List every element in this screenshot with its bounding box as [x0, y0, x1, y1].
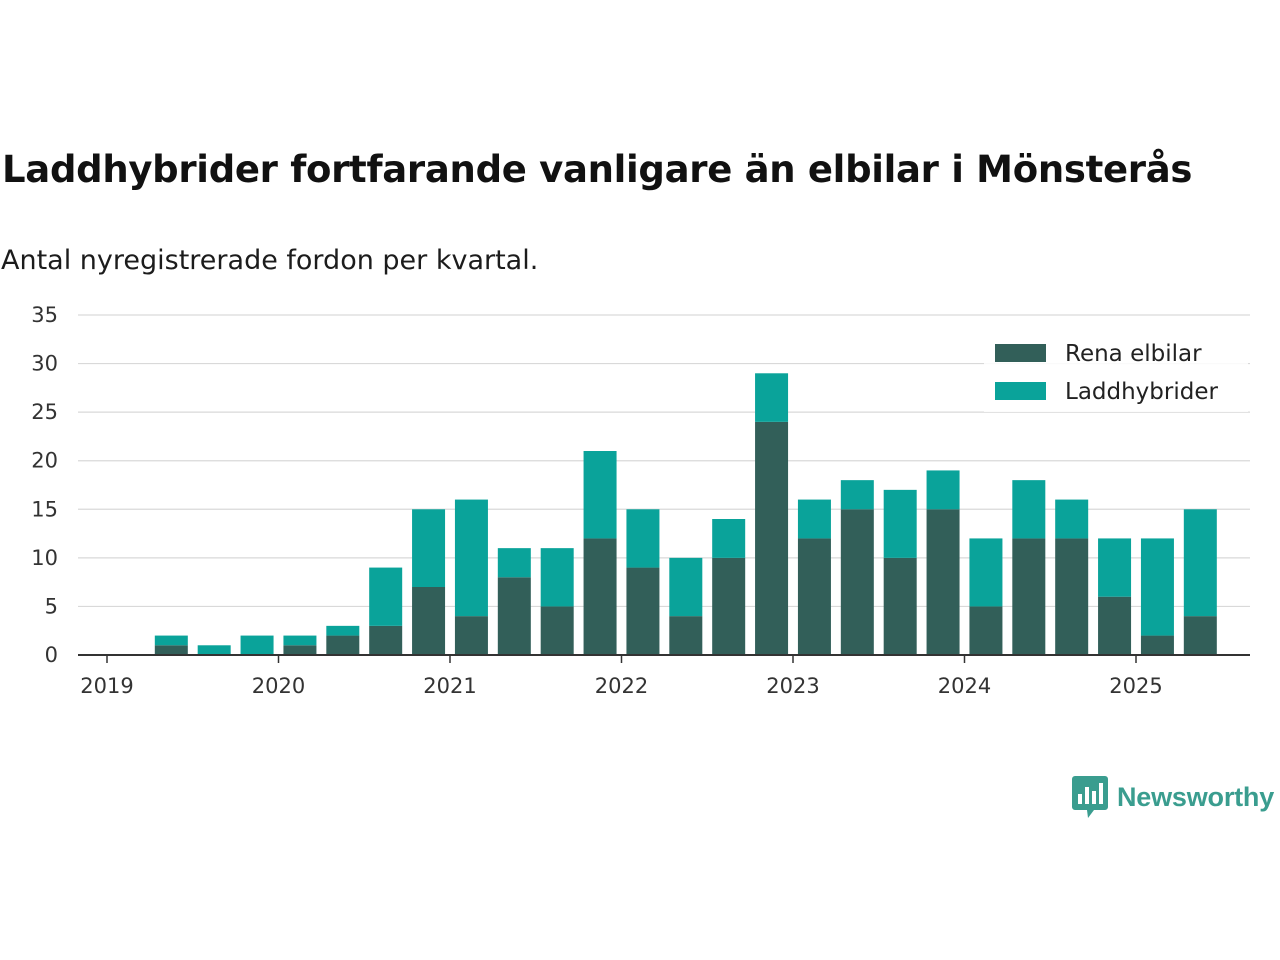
- bar-laddhybrider: [369, 567, 403, 626]
- bar-laddhybrider: [1140, 538, 1174, 636]
- bar-laddhybrider: [583, 451, 617, 539]
- y-tick-label: 15: [31, 497, 58, 521]
- bar-laddhybrider: [412, 509, 446, 587]
- bar-rena-elbilar: [283, 645, 317, 655]
- bar-rena-elbilar: [154, 645, 188, 655]
- bar-laddhybrider: [797, 499, 831, 539]
- bar-laddhybrider: [626, 509, 660, 568]
- y-tick-label: 0: [45, 643, 58, 667]
- bar-rena-elbilar: [1098, 596, 1132, 655]
- bar-rena-elbilar: [1055, 538, 1089, 655]
- newsworthy-bar-chart-logo-icon: [1072, 776, 1108, 818]
- bar-laddhybrider: [454, 499, 488, 617]
- bar-rena-elbilar: [712, 557, 746, 655]
- brand-name: Newsworthy: [1117, 781, 1275, 812]
- bar-rena-elbilar: [583, 538, 617, 655]
- chart-subtitle: Antal nyregistrerade fordon per kvartal.: [1, 245, 539, 276]
- legend-swatch: [995, 344, 1046, 362]
- bar-rena-elbilar: [1183, 616, 1217, 655]
- bar-laddhybrider: [1055, 499, 1089, 539]
- bar-rena-elbilar: [755, 421, 789, 655]
- legend-label: Laddhybrider: [1065, 379, 1218, 405]
- bar-laddhybrider: [197, 645, 231, 655]
- x-axis-ticks: 2019 2020 2021 2022 2023 2024 2025: [80, 655, 1163, 698]
- bar-rena-elbilar: [1140, 635, 1174, 655]
- bar-laddhybrider: [969, 538, 1003, 607]
- legend-swatch: [995, 382, 1046, 400]
- newsworthy-logo: Newsworthy: [1072, 776, 1274, 818]
- x-tick-label: 2023: [766, 674, 819, 698]
- y-tick-label: 5: [45, 594, 58, 618]
- x-tick-label: 2022: [595, 674, 648, 698]
- bar-laddhybrider: [154, 635, 188, 646]
- gridlines: [78, 314, 1250, 608]
- bar-laddhybrider: [883, 489, 917, 558]
- bar-laddhybrider: [755, 373, 789, 422]
- bar-rena-elbilar: [540, 606, 574, 655]
- bar-rena-elbilar: [926, 509, 960, 655]
- y-axis-ticks: 0 5 10 15 20 25 30 35: [31, 303, 58, 667]
- y-tick-label: 35: [31, 303, 58, 327]
- x-tick-label: 2021: [423, 674, 476, 698]
- legend: Rena elbilar Laddhybrider: [984, 330, 1248, 412]
- bar-laddhybrider: [240, 635, 274, 655]
- bar-rena-elbilar: [797, 538, 831, 655]
- bar-rena-elbilar: [969, 606, 1003, 655]
- bar-rena-elbilar: [326, 635, 360, 655]
- bar-rena-elbilar: [412, 587, 446, 655]
- chart-title: Laddhybrider fortfarande vanligare än el…: [2, 148, 1193, 191]
- y-tick-label: 20: [31, 449, 58, 473]
- y-tick-label: 25: [31, 400, 58, 424]
- bar-laddhybrider: [1183, 509, 1217, 617]
- x-tick-label: 2019: [80, 674, 133, 698]
- bar-laddhybrider: [497, 548, 531, 578]
- bar-rena-elbilar: [883, 557, 917, 655]
- bar-laddhybrider: [326, 625, 360, 636]
- bar-laddhybrider: [283, 635, 317, 646]
- x-tick-label: 2025: [1109, 674, 1162, 698]
- bar-rena-elbilar: [626, 567, 660, 655]
- bar-rena-elbilar: [840, 509, 874, 655]
- y-tick-label: 10: [31, 546, 58, 570]
- y-tick-label: 30: [31, 352, 58, 376]
- bar-laddhybrider: [712, 519, 746, 558]
- x-tick-label: 2020: [252, 674, 305, 698]
- bar-laddhybrider: [540, 548, 574, 607]
- bar-laddhybrider: [1098, 538, 1132, 597]
- bars: [154, 373, 1217, 655]
- bar-rena-elbilar: [1012, 538, 1046, 655]
- x-tick-label: 2024: [938, 674, 991, 698]
- bar-rena-elbilar: [497, 577, 531, 655]
- bar-rena-elbilar: [454, 616, 488, 655]
- bar-laddhybrider: [1012, 480, 1046, 539]
- bar-rena-elbilar: [369, 625, 403, 655]
- bar-laddhybrider: [840, 480, 874, 510]
- bar-rena-elbilar: [669, 616, 703, 655]
- bar-laddhybrider: [669, 557, 703, 617]
- legend-label: Rena elbilar: [1065, 341, 1202, 367]
- bar-laddhybrider: [926, 470, 960, 510]
